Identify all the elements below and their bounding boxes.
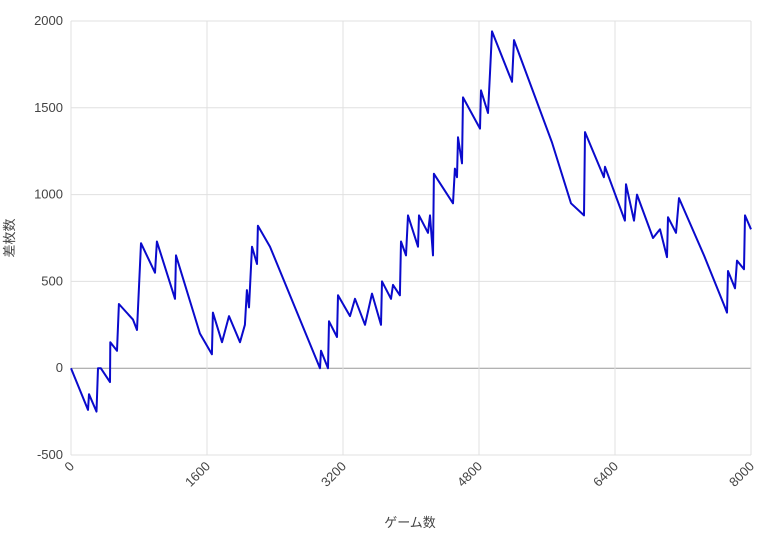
x-tick-label: 4800 — [454, 459, 485, 490]
y-tick-label: 2000 — [34, 13, 63, 28]
y-tick-label: -500 — [37, 447, 63, 462]
x-tick-label: 8000 — [726, 459, 757, 490]
x-tick-label: 0 — [61, 459, 77, 475]
x-tick-label: 6400 — [590, 459, 621, 490]
data-line — [70, 30, 752, 413]
y-tick-label: 1000 — [34, 187, 63, 202]
x-axis-title: ゲーム数 — [384, 515, 436, 530]
x-tick-label: 3200 — [318, 459, 349, 490]
y-tick-label: 0 — [56, 360, 63, 375]
y-tick-label: 1500 — [34, 100, 63, 115]
x-tick-label: 1600 — [182, 459, 213, 490]
y-tick-label: 500 — [41, 273, 63, 288]
y-axis-title: 差枚数 — [2, 218, 17, 257]
